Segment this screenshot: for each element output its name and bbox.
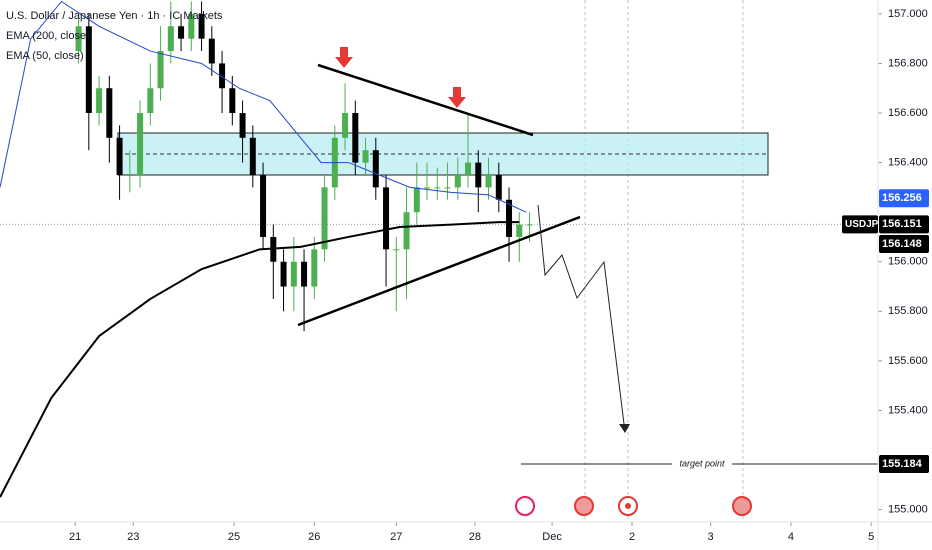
candle-body: [311, 249, 318, 287]
candle-body: [219, 63, 226, 89]
candle-body: [75, 26, 82, 52]
ema200-price-label: 156.148: [882, 238, 922, 250]
candle-body: [188, 13, 195, 39]
x-tick-label: 28: [469, 531, 481, 543]
candle-body: [424, 187, 431, 189]
chart-title: U.S. Dollar / Japanese Yen · 1h · IC Mar…: [6, 10, 223, 22]
trend-line-lower: [297, 215, 581, 327]
candle-body: [413, 187, 420, 213]
y-tick-label: 155.600: [888, 355, 928, 367]
ema-line: [0, 221, 520, 498]
candle-body: [85, 26, 92, 114]
candle-body: [403, 212, 410, 250]
candle-body: [290, 261, 297, 287]
candle-body: [280, 261, 287, 287]
candle-body: [137, 113, 144, 175]
marker-arrow: [448, 87, 466, 108]
candle-body: [465, 162, 472, 175]
candle-body: [167, 26, 174, 52]
candle-body: [301, 261, 308, 287]
candle-body: [372, 150, 379, 188]
ema50-price-label: 156.256: [882, 192, 922, 204]
ema50-price-label-bg: [879, 189, 929, 208]
projection-arrowhead: [619, 424, 630, 433]
candle-body: [495, 174, 502, 200]
candle-body: [157, 51, 164, 89]
x-tick-label: 23: [127, 531, 139, 543]
target-price-label-bg: [879, 455, 929, 473]
candle-body: [198, 13, 205, 39]
candle-body: [208, 38, 215, 64]
target-label-bg: [672, 457, 732, 471]
x-tick-label: 3: [708, 531, 714, 543]
candle-body: [260, 174, 267, 237]
candle-body: [362, 150, 369, 163]
legend-entry: EMA (200, close): [6, 30, 90, 42]
legend-entry: EMA (50, close): [6, 50, 84, 62]
candle-body: [516, 224, 523, 237]
event-icon-dot: [625, 503, 631, 509]
y-tick-label: 155.800: [888, 305, 928, 317]
y-tick-label: 156.400: [888, 157, 928, 169]
candle-body: [434, 187, 441, 189]
candle-body: [444, 187, 451, 189]
candle-body: [526, 224, 533, 226]
x-tick-label: Dec: [542, 531, 562, 543]
candle-body: [96, 88, 103, 114]
ema-line: [0, 0, 527, 213]
last-price-label: 156.151: [882, 218, 922, 230]
candle-body: [126, 174, 133, 176]
candle-body: [178, 26, 185, 39]
projection-path: [537, 204, 626, 433]
x-tick-label: 4: [788, 531, 794, 543]
event-icon[interactable]: [515, 496, 535, 516]
y-tick-label: 155.400: [888, 404, 928, 416]
event-icon[interactable]: [732, 496, 752, 516]
candle-body: [116, 137, 123, 175]
symbol-badge: USDJPY: [845, 219, 885, 230]
candle-body: [383, 187, 390, 250]
y-tick-label: 157.000: [888, 8, 928, 20]
candle-body: [229, 88, 236, 114]
target-price-label: 155.184: [882, 458, 923, 470]
x-tick-label: 2: [629, 531, 635, 543]
ema200-price-label-bg: [879, 235, 929, 254]
candle-body: [506, 199, 513, 237]
y-tick-label: 156.600: [888, 107, 928, 119]
candle-body: [147, 88, 154, 114]
symbol-badge-bg: [842, 215, 878, 234]
candle-body: [321, 187, 328, 250]
candle-body: [393, 249, 400, 251]
x-tick-label: 26: [308, 531, 320, 543]
event-icon[interactable]: [574, 496, 594, 516]
candle-body: [454, 174, 461, 188]
candle-body: [342, 113, 349, 138]
x-tick-label: 25: [228, 531, 240, 543]
candle-body: [352, 113, 359, 163]
x-tick-label: 5: [868, 531, 874, 543]
candle-body: [239, 113, 246, 138]
candle-body: [475, 162, 482, 188]
y-tick-label: 155.000: [888, 504, 928, 516]
candle-body: [249, 137, 256, 175]
candle-body: [106, 88, 113, 138]
target-label: target point: [679, 458, 725, 468]
candle-body: [485, 174, 492, 188]
y-tick-label: 156.000: [888, 256, 928, 268]
x-tick-label: 21: [69, 531, 81, 543]
y-tick-label: 156.800: [888, 57, 928, 69]
last-price-label-bg: [879, 215, 929, 234]
x-tick-label: 27: [390, 531, 402, 543]
trend-line-upper: [317, 63, 534, 137]
marker-arrow: [335, 47, 353, 68]
